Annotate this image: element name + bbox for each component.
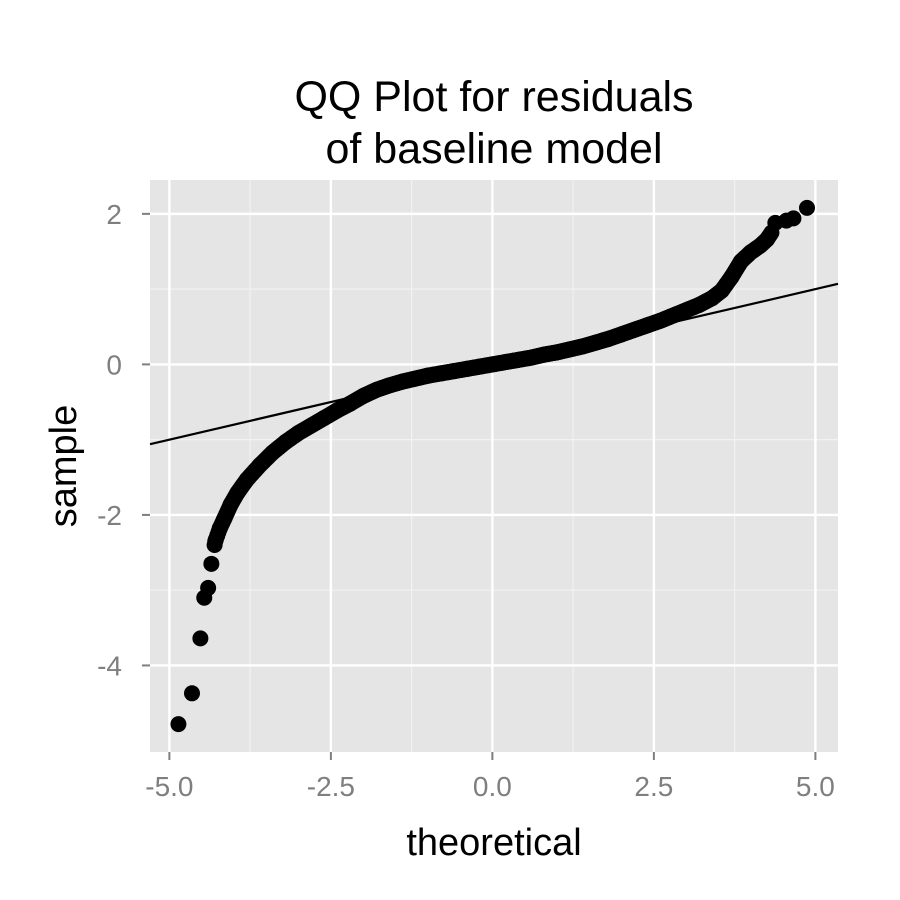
x-tick-label: 0.0 [473,771,512,802]
sample-point [574,338,591,355]
sample-point [419,367,436,384]
x-axis-ticks: -5.0 -2.5 0.0 2.5 5.0 [145,752,835,802]
sample-point [203,555,220,572]
sample-point [626,321,643,338]
sample-point [785,210,802,227]
x-tick-label: -5.0 [145,771,193,802]
sample-point [216,510,233,527]
sample-point [393,373,410,390]
sample-point [639,317,656,334]
sample-point [723,269,740,286]
sample-point [207,533,224,550]
sample-point [691,296,708,313]
sample-point [548,344,565,361]
y-tick-label: -2 [97,500,122,531]
sample-point [381,377,398,394]
sample-points [170,199,815,733]
chart-title-line-1: QQ Plot for residuals [294,73,693,121]
sample-point [510,351,527,368]
sample-point [192,630,209,647]
sample-point [458,360,475,377]
sample-point [229,485,246,502]
y-tick-label: 0 [106,349,122,380]
sample-point [355,388,372,405]
sample-point [652,312,669,329]
chart-title-line-2: of baseline model [325,125,662,173]
y-axis-ticks: -4 -2 0 2 [97,199,150,681]
sample-point [600,330,617,347]
sample-point [277,433,294,450]
x-tick-label: 5.0 [796,771,835,802]
y-tick-label: -4 [97,650,122,681]
sample-point [264,444,281,461]
x-tick-label: -2.5 [307,771,355,802]
sample-point [316,409,333,426]
sample-point [798,199,815,216]
sample-point [170,716,187,733]
sample-point [432,365,449,382]
sample-point [251,457,268,474]
sample-point [445,363,462,380]
sample-point [303,417,320,434]
sample-point [536,346,553,363]
sample-point [342,395,359,412]
y-axis-label: sample [43,405,85,528]
sample-point [368,381,385,398]
sample-point [471,358,488,375]
x-axis-label: theoretical [406,822,581,864]
sample-point [183,685,200,702]
sample-point [613,326,630,343]
sample-point [561,341,578,358]
sample-point [238,471,255,488]
sample-point [200,579,217,596]
x-tick-label: 2.5 [634,771,673,802]
y-tick-label: 2 [106,199,122,230]
sample-point [665,307,682,324]
sample-point [484,356,501,373]
sample-point [497,354,514,371]
sample-point [406,370,423,387]
sample-point [678,302,695,319]
sample-point [523,349,540,366]
sample-point [587,334,604,351]
sample-point [290,424,307,441]
sample-point [329,402,346,419]
sample-point [713,282,730,299]
